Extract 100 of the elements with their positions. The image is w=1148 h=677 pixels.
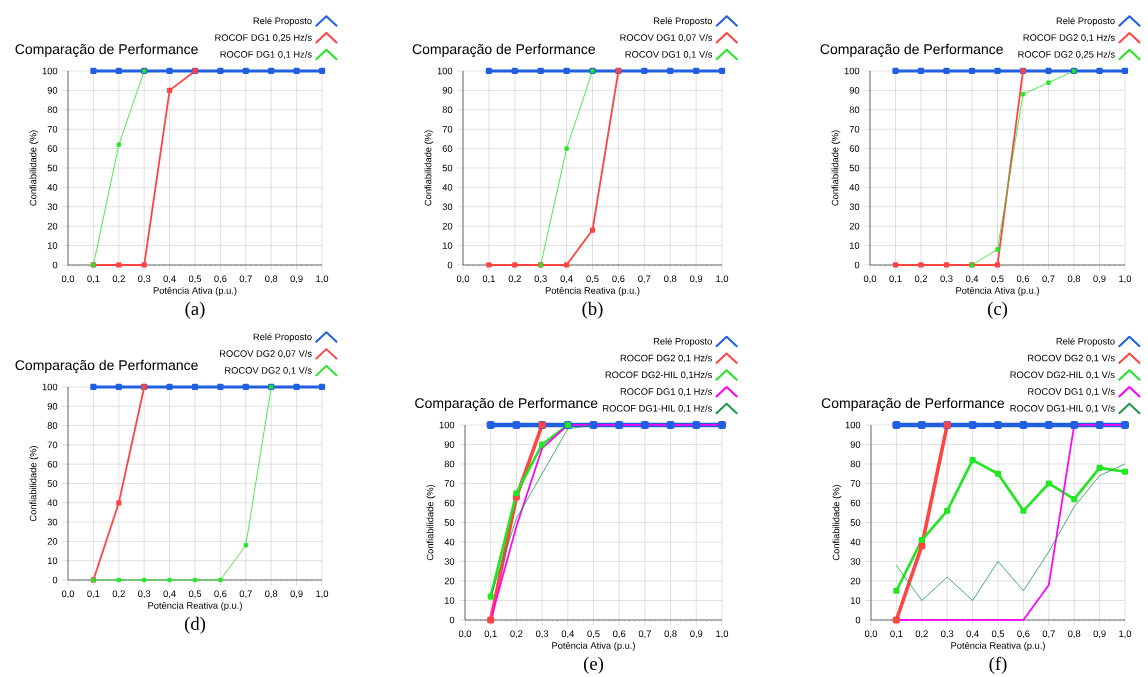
y-tick-label: 50 [850,519,861,526]
x-tick-label: 0,8 [664,275,677,284]
y-tick-label: 20 [444,577,455,585]
y-tick-label: 50 [849,164,860,172]
y-axis-title: Confiabilidade (%) [831,130,841,206]
legend-label: Relé Proposto [1056,337,1115,347]
y-tick-label: 90 [47,87,58,94]
x-axis-title: Potência Reativa (p.u.) [951,641,1045,651]
x-tick-label: 0,1 [482,275,495,284]
x-tick-label: 0,6 [214,275,227,284]
y-tick-label: 50 [47,480,58,487]
x-axis-title: Potência Reativa (p.u.) [545,286,640,296]
text: (c) [987,301,1008,319]
legend-label: Relé Proposto [1056,17,1115,26]
x-tick-label: 0,0 [863,275,877,284]
y-tick-label: 10 [47,242,58,249]
chart-title: Comparação de Performance [15,359,198,373]
x-tick-label: 0,7 [638,630,651,639]
x-tick-label: 0,4 [163,275,176,284]
x-axis-title: Potência Ativa (p.u.) [956,286,1039,296]
x-tick-label: 0,1 [484,630,497,639]
y-tick-label: 30 [850,558,861,565]
x-tick-label: 0,9 [690,630,703,639]
x-tick-label: 0,2 [914,275,928,284]
x-tick-label: 0,0 [458,630,472,639]
y-tick-label: 20 [850,577,861,585]
text: (d) [184,616,206,634]
x-tick-label: 0,8 [265,275,278,284]
chart-title: Comparação de Performance [821,397,1005,411]
y-tick-label: 50 [444,519,455,526]
x-tick-label: 0,7 [239,275,252,284]
y-tick-label: 30 [47,518,58,526]
y-tick-label: 70 [850,480,861,487]
text: (f) [989,656,1007,674]
y-tick-label: 90 [850,441,861,448]
y-tick-label: 80 [442,106,453,114]
x-tick-label: 0,9 [1093,275,1106,284]
y-tick-label: 80 [444,460,455,468]
legend-label: ROCOF DG1 0,1 Hz/s [220,50,312,59]
legend-label: ROCOV DG2 0,07 V/s [219,350,312,359]
y-axis-title: Confiabilidade (%) [424,130,434,206]
x-tick-label: 0,4 [560,275,573,284]
chart-title: Comparação de Performance [415,397,598,411]
x-tick-label: 0,9 [290,275,303,284]
chart-title: Comparação de Performance [412,43,596,57]
x-tick-label: 0,8 [1067,275,1081,284]
x-axis-title: Potência Reativa (p.u.) [148,601,242,611]
x-tick-label: 0,1 [889,275,902,284]
legend-label: Relé Proposto [653,337,712,347]
y-tick-label: 0 [52,261,58,269]
x-tick-label: 0,5 [587,630,600,639]
y-tick-label: 60 [850,499,861,507]
x-tick-label: 0,6 [214,590,227,599]
legend-label: Relé Proposto [253,17,312,26]
y-tick-label: 40 [849,184,860,191]
x-tick-label: 0,1 [87,590,100,599]
y-axis-title: Confiabilidade (%) [29,130,39,206]
x-tick-label: 0,1 [87,275,100,284]
text: (a) [185,301,205,319]
y-tick-label: 30 [47,203,58,211]
text: (b) [582,301,603,319]
y-tick-label: 60 [47,460,58,468]
x-tick-label: 0,3 [138,590,151,599]
legend-label: ROCOF DG1 0,1 Hz/s [620,388,712,396]
x-tick-label: 0,0 [61,275,75,284]
x-tick-label: 0,0 [61,590,75,599]
y-tick-label: 10 [442,242,453,249]
y-tick-label: 70 [442,125,453,133]
y-tick-label: 20 [442,222,453,230]
y-tick-label: 90 [849,87,860,94]
x-tick-label: 0,8 [1068,630,1081,639]
x-tick-label: 0,4 [965,275,979,284]
y-tick-label: 50 [442,164,453,172]
y-tick-label: 20 [849,222,860,230]
x-tick-label: 0,9 [1093,630,1106,639]
x-tick-label: 0,4 [966,630,979,639]
x-tick-label: 0,6 [1016,275,1030,284]
chart-title: Comparação de Performance [820,43,1003,57]
y-tick-label: 90 [444,441,455,448]
y-tick-label: 100 [437,67,453,75]
y-tick-label: 50 [47,164,58,172]
legend-label: ROCOV DG1 0,1 V/s [1028,388,1115,396]
legend-label: ROCOV DG2 0,1 V/s [225,366,312,375]
x-tick-label: 1,0 [716,630,729,639]
y-tick-label: 10 [850,597,861,604]
chart-title: Comparação de Performance [15,43,198,57]
y-tick-label: 40 [444,538,455,546]
x-tick-label: 1,0 [1119,275,1132,284]
y-tick-label: 40 [47,499,58,507]
legend-label: ROCOV DG1 0,07 V/s [620,34,713,42]
x-tick-label: 0,9 [290,590,303,599]
x-tick-label: 0,2 [112,590,125,599]
y-tick-label: 20 [47,538,58,545]
x-tick-label: 0,7 [1042,630,1055,639]
y-tick-label: 40 [47,184,58,191]
x-tick-label: 1,0 [316,275,329,284]
text: (e) [583,656,604,674]
x-tick-label: 0,4 [163,590,176,599]
x-tick-label: 0,2 [915,630,928,639]
x-tick-label: 0,3 [534,275,547,284]
